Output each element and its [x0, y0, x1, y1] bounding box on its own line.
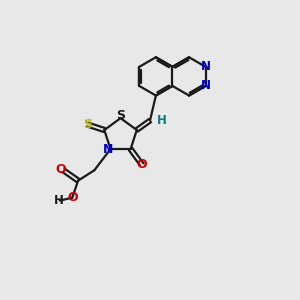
Text: N: N: [201, 80, 211, 92]
Text: N: N: [201, 60, 211, 73]
Text: O: O: [56, 163, 66, 176]
Text: N: N: [103, 142, 113, 156]
Text: O: O: [136, 158, 147, 171]
Text: S: S: [116, 109, 125, 122]
Text: S: S: [83, 118, 92, 131]
Text: H: H: [53, 194, 63, 207]
Text: O: O: [67, 191, 78, 204]
Text: H: H: [158, 114, 167, 127]
